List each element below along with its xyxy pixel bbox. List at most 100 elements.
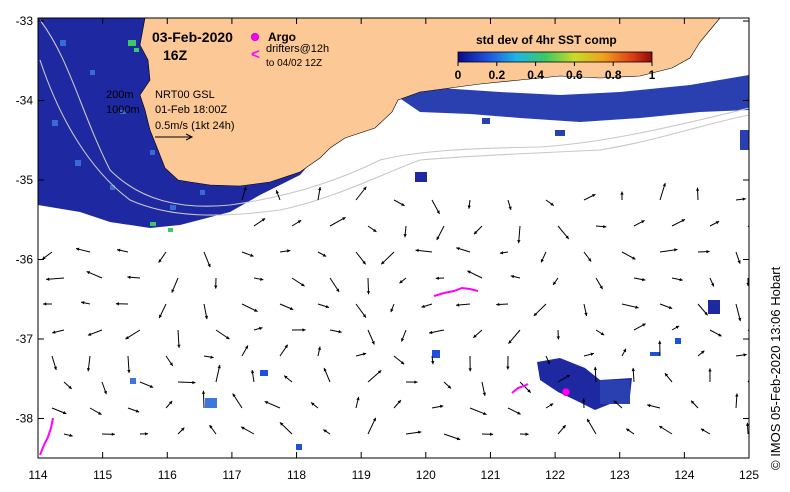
current-arrow	[625, 428, 635, 435]
current-arrow	[583, 352, 595, 357]
current-arrow	[215, 364, 221, 383]
current-arrow	[746, 277, 749, 287]
current-arrow	[557, 424, 567, 435]
current-arrow	[552, 277, 559, 286]
map-time: 16Z	[163, 47, 188, 63]
drifter-track-central	[433, 286, 479, 297]
current-arrow	[435, 276, 445, 280]
current-arrow	[177, 380, 196, 385]
current-arrow	[393, 199, 405, 207]
current-arrow	[201, 390, 206, 409]
isobaths	[39, 19, 749, 216]
current-arrow	[557, 374, 571, 383]
current-arrow	[735, 197, 746, 201]
current-arrow	[291, 219, 302, 227]
drifters-to-label: to 04/02 12Z	[266, 58, 322, 69]
current-arrow	[595, 224, 607, 229]
current-arrow	[709, 220, 720, 227]
colorbar-tick-label: 0.4	[527, 68, 544, 82]
current-arrow	[659, 248, 678, 253]
current-arrow	[415, 248, 433, 253]
current-arrow	[291, 277, 305, 287]
current-arrow	[125, 329, 141, 340]
current-arrow	[367, 370, 382, 383]
colorbar-tick-label: 0	[455, 68, 462, 82]
current-arrow	[390, 303, 395, 313]
current-arrow	[139, 381, 154, 388]
current-arrow	[115, 302, 129, 306]
current-arrow	[430, 355, 435, 365]
colorbar-ticks: 0 0.2 0.4 0.6 0.8 1	[455, 62, 656, 82]
current-arrow	[540, 251, 547, 263]
current-arrow	[519, 381, 532, 393]
current-arrow	[583, 193, 596, 201]
current-arrow	[291, 328, 306, 332]
sst-green-patches	[128, 40, 173, 232]
current-arrow	[709, 329, 722, 337]
current-arrow	[127, 275, 141, 279]
current-arrow	[469, 407, 487, 416]
current-arrow	[507, 407, 521, 415]
current-arrow	[355, 352, 367, 357]
current-arrow	[506, 355, 510, 370]
current-arrow	[473, 225, 483, 235]
current-arrow	[380, 251, 395, 265]
lat-tick-label: -34	[16, 94, 34, 108]
current-arrow	[545, 355, 551, 365]
plot-frame	[37, 17, 750, 459]
current-arrow	[317, 251, 327, 257]
current-arrow	[367, 225, 377, 233]
map-date: 03-Feb-2020	[152, 29, 233, 45]
current-arrow	[593, 366, 598, 383]
current-arrow	[250, 369, 255, 383]
current-arrow	[595, 329, 605, 336]
lat-tick-label: -36	[16, 253, 34, 267]
current-arrow	[158, 251, 167, 263]
current-arrow	[631, 367, 635, 383]
current-arrow	[399, 277, 407, 284]
current-arrow	[127, 407, 140, 413]
current-arrow	[101, 381, 107, 395]
lat-tick-label: -37	[16, 332, 34, 346]
current-arrow	[355, 186, 367, 201]
current-arrow	[472, 329, 483, 339]
lat-tick-label: -33	[16, 14, 34, 28]
current-arrow	[279, 344, 289, 357]
current-arrow	[697, 350, 705, 357]
current-arrow	[51, 355, 57, 371]
current-arrow	[86, 355, 91, 372]
current-arrow	[456, 247, 471, 253]
current-arrow	[264, 400, 281, 409]
current-arrow	[421, 303, 433, 308]
drifter-track-east	[511, 383, 529, 394]
credit-text: © IMOS 05-Feb-2020 13:06 Hobart	[768, 266, 783, 470]
current-arrow	[633, 323, 646, 331]
isobath-200m-line	[39, 19, 749, 207]
current-arrow	[116, 248, 129, 253]
current-arrow	[671, 277, 683, 282]
current-arrow	[545, 403, 554, 409]
current-arrow	[633, 219, 645, 227]
lon-tick-label: 122	[545, 468, 565, 482]
current-arrow	[87, 329, 103, 336]
isobath-1000m-line	[39, 59, 749, 216]
lon-tick-label: 118	[287, 468, 306, 482]
current-arrow	[101, 432, 115, 436]
current-arrow	[215, 329, 230, 340]
current-arrow	[75, 247, 91, 253]
current-arrow	[46, 277, 65, 281]
current-arrow	[232, 393, 243, 409]
current-arrow	[510, 274, 521, 279]
current-arrow	[583, 303, 588, 317]
drifter-track-west	[39, 417, 54, 456]
current-arrow	[583, 251, 592, 262]
current-arrow	[63, 433, 73, 437]
current-arrow	[695, 187, 700, 201]
current-arrow	[659, 182, 666, 201]
current-arrow	[671, 325, 680, 331]
current-arrow	[659, 303, 673, 310]
current-arrow	[481, 432, 494, 436]
argo-legend-label: Argo	[268, 30, 296, 44]
current-arrow	[253, 326, 263, 331]
current-arrow	[158, 303, 167, 319]
